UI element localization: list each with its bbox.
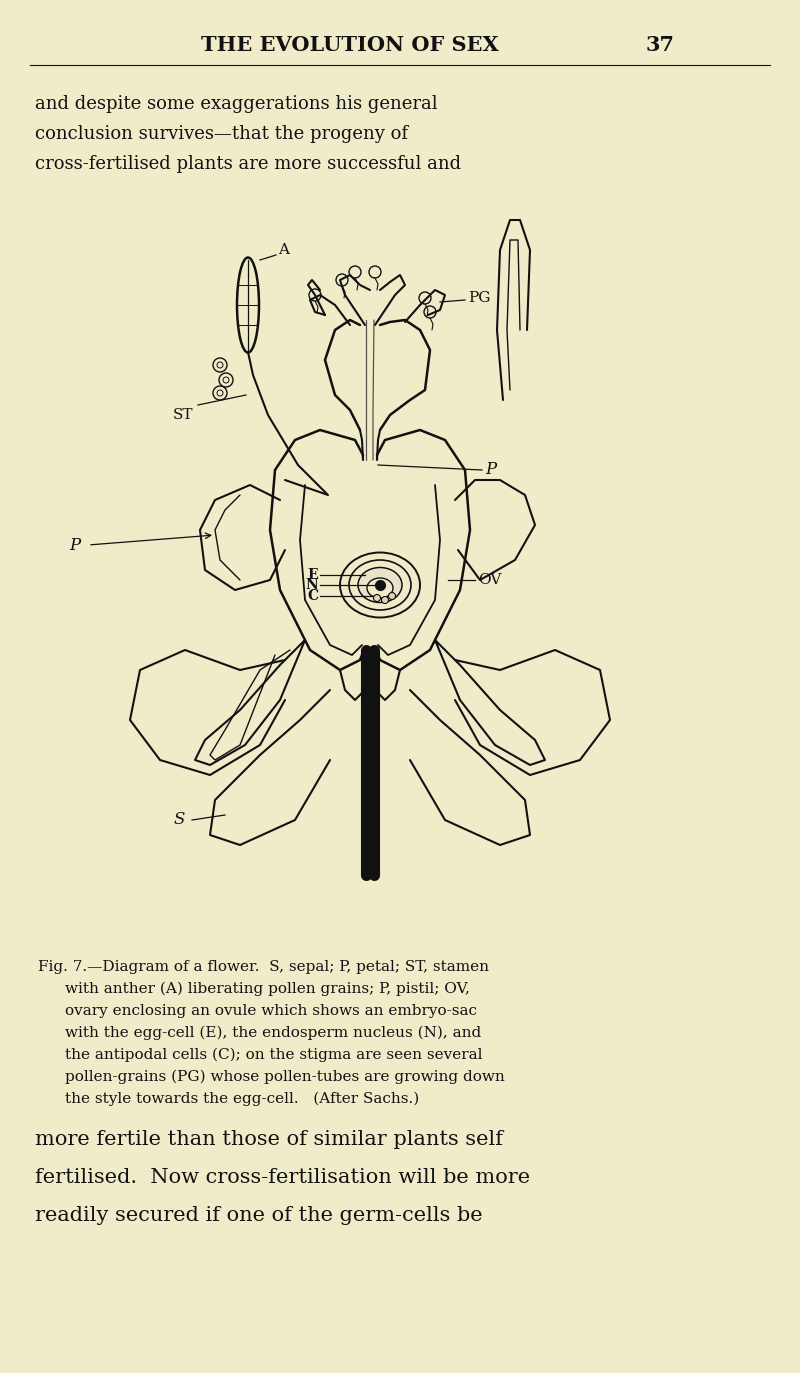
- Text: the antipodal cells (C); on the stigma are seen several: the antipodal cells (C); on the stigma a…: [65, 1048, 482, 1063]
- Circle shape: [374, 595, 381, 601]
- Text: with anther (A) liberating pollen grains; P, pistil; OV,: with anther (A) liberating pollen grains…: [65, 982, 470, 997]
- Text: conclusion survives—that the progeny of: conclusion survives—that the progeny of: [35, 125, 408, 143]
- Text: readily secured if one of the germ-cells be: readily secured if one of the germ-cells…: [35, 1205, 482, 1225]
- Text: Fig. 7.—Diagram of a flower.  S, sepal; P, petal; ST, stamen: Fig. 7.—Diagram of a flower. S, sepal; P…: [38, 960, 489, 973]
- Ellipse shape: [349, 560, 411, 610]
- Text: cross-fertilised plants are more successful and: cross-fertilised plants are more success…: [35, 155, 461, 173]
- Text: ST: ST: [173, 408, 193, 422]
- Text: with the egg-cell (E), the endosperm nucleus (N), and: with the egg-cell (E), the endosperm nuc…: [65, 1026, 482, 1041]
- Text: PG: PG: [468, 291, 490, 305]
- Ellipse shape: [358, 567, 402, 603]
- Text: A: A: [278, 243, 289, 257]
- Ellipse shape: [367, 578, 393, 599]
- Text: S: S: [174, 811, 185, 828]
- Ellipse shape: [340, 552, 420, 618]
- Text: and despite some exaggerations his general: and despite some exaggerations his gener…: [35, 95, 438, 113]
- Text: P: P: [485, 461, 496, 479]
- Text: OV: OV: [478, 573, 502, 588]
- Text: 37: 37: [646, 34, 674, 55]
- Text: pollen-grains (PG) whose pollen-tubes are growing down: pollen-grains (PG) whose pollen-tubes ar…: [65, 1070, 505, 1085]
- Text: C: C: [307, 589, 318, 603]
- Circle shape: [382, 596, 389, 604]
- Text: P: P: [69, 537, 80, 553]
- Text: fertilised.  Now cross-fertilisation will be more: fertilised. Now cross-fertilisation will…: [35, 1168, 530, 1188]
- Text: THE EVOLUTION OF SEX: THE EVOLUTION OF SEX: [201, 34, 499, 55]
- Text: E: E: [307, 568, 318, 582]
- Text: N: N: [306, 578, 318, 592]
- Ellipse shape: [237, 258, 259, 353]
- Text: the style towards the egg-cell.   (After Sachs.): the style towards the egg-cell. (After S…: [65, 1092, 419, 1107]
- Circle shape: [389, 593, 395, 600]
- Text: ovary enclosing an ovule which shows an embryo-sac: ovary enclosing an ovule which shows an …: [65, 1004, 477, 1017]
- Text: more fertile than those of similar plants self: more fertile than those of similar plant…: [35, 1130, 503, 1149]
